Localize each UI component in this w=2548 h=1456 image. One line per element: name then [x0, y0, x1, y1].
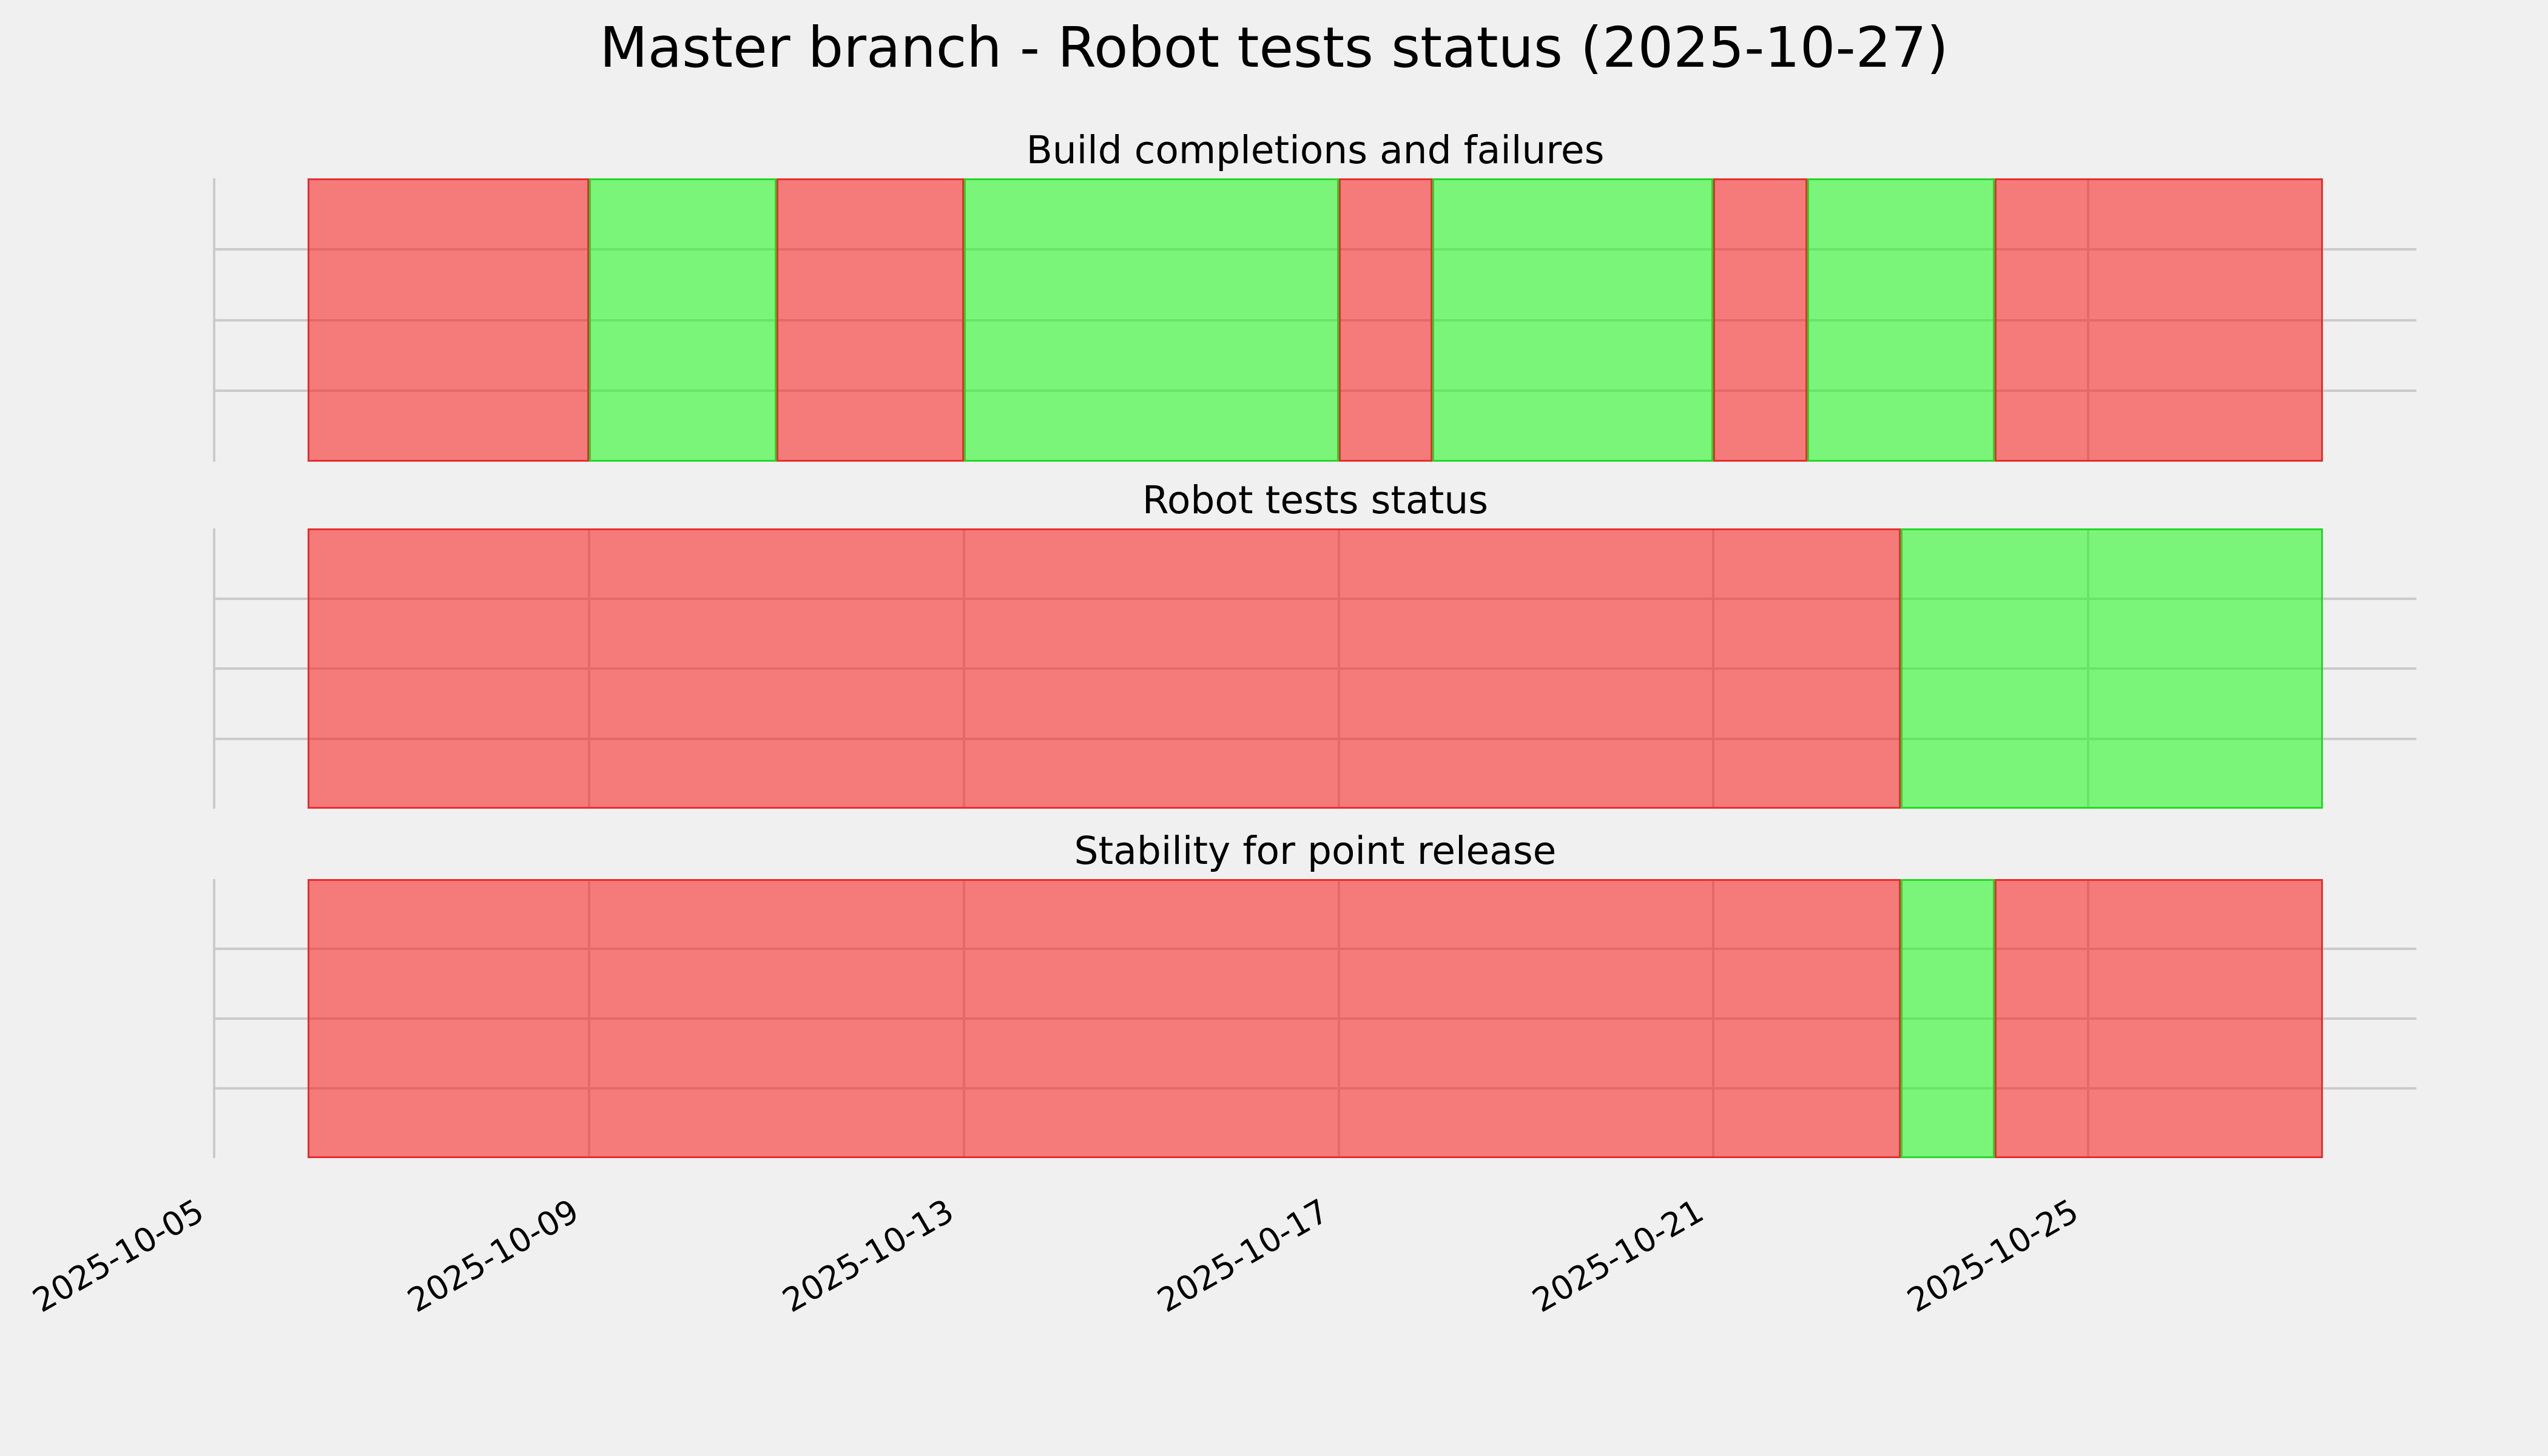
x-tick-label: 2025-10-17 [1150, 1191, 1335, 1320]
status-segment-fail [1713, 178, 1807, 462]
panel-title-stability: Stability for point release [1074, 829, 1557, 873]
vgridline [213, 879, 215, 1158]
status-segment-ok [588, 178, 777, 462]
x-tick-label: 2025-10-05 [26, 1191, 211, 1320]
panel-title-build-completions: Build completions and failures [1026, 128, 1605, 172]
status-segment-fail [1338, 178, 1433, 462]
status-segment-ok [1901, 528, 2323, 809]
vgridline [213, 528, 215, 809]
status-segment-ok [1432, 178, 1714, 462]
status-panel-stability [213, 879, 2416, 1158]
x-tick-label: 2025-10-13 [776, 1191, 960, 1320]
status-panel-build-completions [213, 178, 2416, 462]
status-segment-fail [308, 178, 589, 462]
status-segment-fail [776, 178, 964, 462]
status-segment-fail [308, 879, 1901, 1158]
vgridline [213, 178, 215, 462]
status-segment-fail [308, 528, 1901, 809]
status-panel-robot-tests [213, 528, 2416, 809]
panel-title-robot-tests: Robot tests status [1142, 478, 1489, 522]
status-segment-ok [1901, 879, 1995, 1158]
x-tick-label: 2025-10-25 [1900, 1191, 2085, 1320]
status-segment-ok [963, 178, 1339, 462]
status-segment-fail [1994, 178, 2323, 462]
x-tick-label: 2025-10-09 [401, 1191, 585, 1320]
status-segment-fail [1994, 879, 2323, 1158]
x-tick-label: 2025-10-21 [1525, 1191, 1710, 1320]
status-segment-ok [1807, 178, 1995, 462]
chart-title: Master branch - Robot tests status (2025… [599, 15, 1949, 80]
